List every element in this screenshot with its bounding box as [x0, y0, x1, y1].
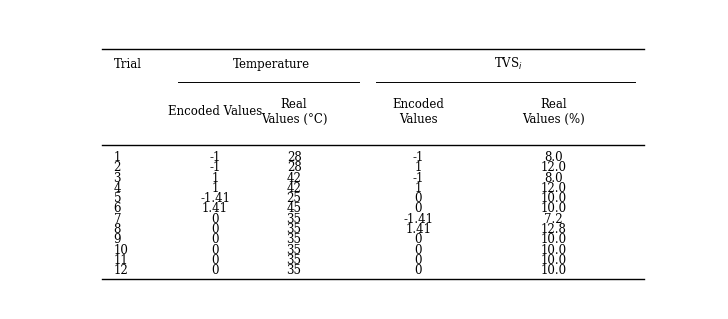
Text: Temperature: Temperature: [233, 57, 310, 70]
Text: 10.0: 10.0: [541, 234, 566, 247]
Text: 6: 6: [114, 203, 121, 216]
Text: 0: 0: [211, 264, 219, 278]
Text: 1.41: 1.41: [202, 203, 228, 216]
Text: 0: 0: [211, 244, 219, 257]
Text: 0: 0: [414, 254, 422, 267]
Text: 10.0: 10.0: [541, 244, 566, 257]
Text: 28: 28: [287, 161, 301, 174]
Text: 12.8: 12.8: [541, 223, 566, 236]
Text: 10.0: 10.0: [541, 254, 566, 267]
Text: 12.0: 12.0: [541, 182, 566, 195]
Text: 2: 2: [114, 161, 121, 174]
Text: 3: 3: [114, 172, 121, 185]
Text: 12: 12: [114, 264, 128, 278]
Text: -1: -1: [210, 161, 221, 174]
Text: -1: -1: [210, 151, 221, 164]
Text: 1: 1: [211, 172, 219, 185]
Text: 0: 0: [414, 203, 422, 216]
Text: 7.2: 7.2: [545, 213, 563, 226]
Text: 8.0: 8.0: [545, 151, 563, 164]
Text: 10.0: 10.0: [541, 264, 566, 278]
Text: 25: 25: [287, 192, 301, 205]
Text: 42: 42: [287, 182, 301, 195]
Text: 35: 35: [287, 244, 301, 257]
Text: TVS$_i$: TVS$_i$: [494, 56, 523, 72]
Text: 35: 35: [287, 234, 301, 247]
Text: 45: 45: [287, 203, 301, 216]
Text: 35: 35: [287, 213, 301, 226]
Text: -1.41: -1.41: [200, 192, 230, 205]
Text: 35: 35: [287, 264, 301, 278]
Text: 0: 0: [211, 234, 219, 247]
Text: 0: 0: [211, 213, 219, 226]
Text: 7: 7: [114, 213, 121, 226]
Text: 8.0: 8.0: [545, 172, 563, 185]
Text: Encoded Values: Encoded Values: [168, 106, 262, 118]
Text: 0: 0: [414, 264, 422, 278]
Text: 8: 8: [114, 223, 121, 236]
Text: 10.0: 10.0: [541, 192, 566, 205]
Text: -1: -1: [413, 151, 424, 164]
Text: 1: 1: [414, 161, 422, 174]
Text: 1: 1: [114, 151, 121, 164]
Text: 42: 42: [287, 172, 301, 185]
Text: 1.41: 1.41: [405, 223, 431, 236]
Text: 0: 0: [414, 244, 422, 257]
Text: Real
Values (°C): Real Values (°C): [261, 98, 328, 126]
Text: 0: 0: [414, 234, 422, 247]
Text: -1.41: -1.41: [403, 213, 433, 226]
Text: 9: 9: [114, 234, 121, 247]
Text: 12.0: 12.0: [541, 161, 566, 174]
Text: 28: 28: [287, 151, 301, 164]
Text: 35: 35: [287, 223, 301, 236]
Text: 10: 10: [114, 244, 128, 257]
Text: 1: 1: [211, 182, 219, 195]
Text: 35: 35: [287, 254, 301, 267]
Text: Encoded
Values: Encoded Values: [392, 98, 444, 126]
Text: 4: 4: [114, 182, 121, 195]
Text: 0: 0: [414, 192, 422, 205]
Text: Trial: Trial: [114, 57, 141, 70]
Text: 10.0: 10.0: [541, 203, 566, 216]
Text: -1: -1: [413, 172, 424, 185]
Text: 5: 5: [114, 192, 121, 205]
Text: 0: 0: [211, 254, 219, 267]
Text: 0: 0: [211, 223, 219, 236]
Text: 1: 1: [414, 182, 422, 195]
Text: Real
Values (%): Real Values (%): [522, 98, 585, 126]
Text: 11: 11: [114, 254, 128, 267]
